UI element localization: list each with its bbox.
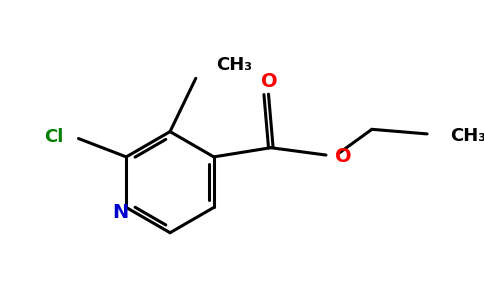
Text: CH₃: CH₃	[450, 127, 484, 145]
Text: O: O	[335, 147, 352, 167]
Text: N: N	[113, 202, 129, 221]
Text: CH₃: CH₃	[216, 56, 252, 74]
Text: Cl: Cl	[45, 128, 64, 146]
Text: O: O	[261, 72, 277, 91]
